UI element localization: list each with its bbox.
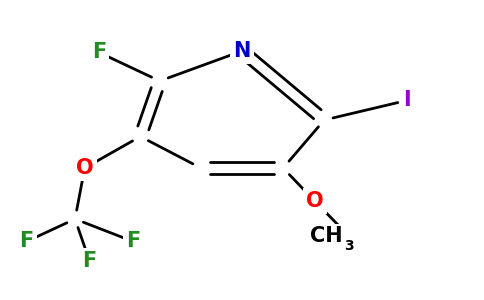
Text: F: F bbox=[82, 251, 97, 271]
Text: F: F bbox=[126, 232, 140, 251]
Text: N: N bbox=[233, 41, 251, 61]
Text: CH: CH bbox=[310, 226, 343, 245]
Text: F: F bbox=[19, 232, 34, 251]
Text: 3: 3 bbox=[345, 239, 354, 254]
Text: O: O bbox=[76, 158, 93, 178]
Text: O: O bbox=[306, 191, 323, 211]
Text: I: I bbox=[403, 91, 410, 110]
Text: F: F bbox=[92, 43, 106, 62]
